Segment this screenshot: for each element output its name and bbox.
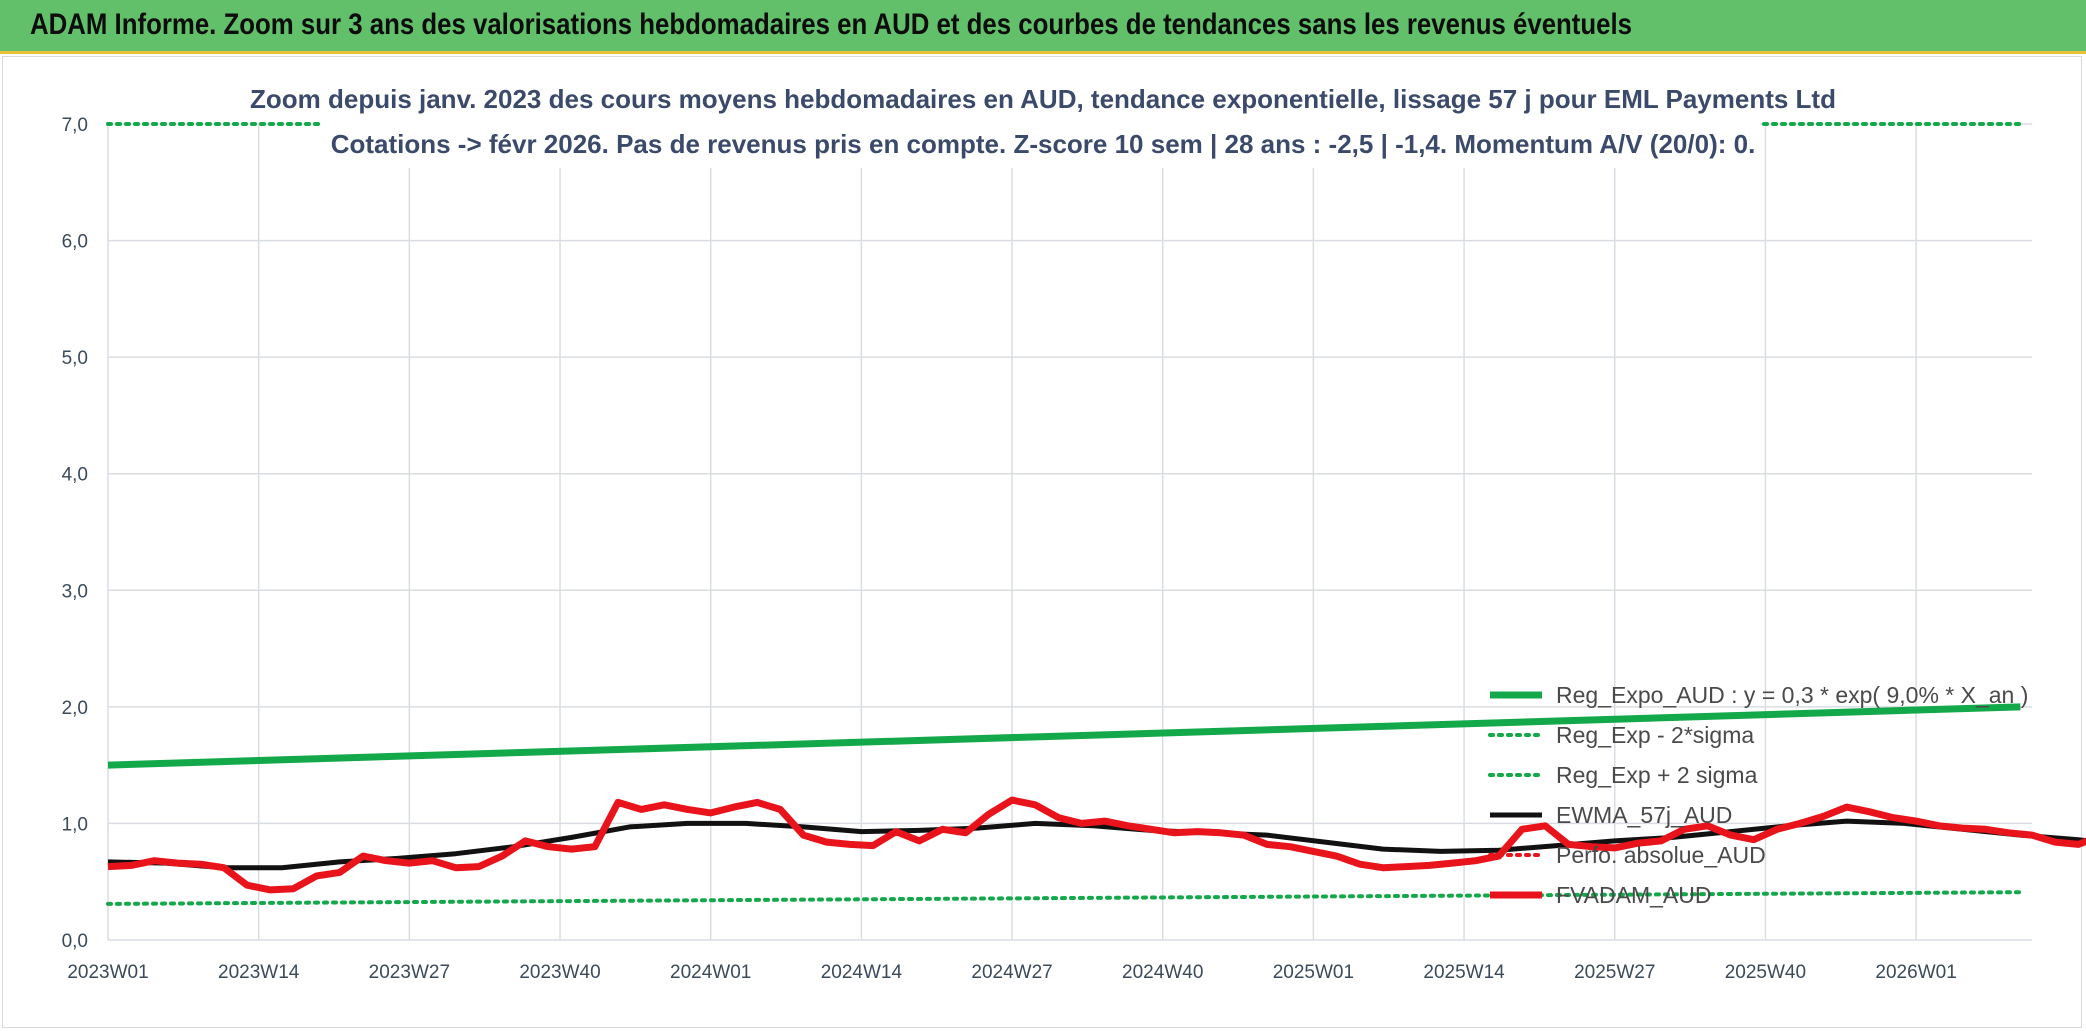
- series-layer: [106, 122, 2086, 906]
- legend-label-3: EWMA_57j_AUD: [1556, 802, 1732, 828]
- chart-title: Zoom depuis janv. 2023 des cours moyens …: [250, 84, 1836, 114]
- x-tick-label: 2024W01: [670, 962, 751, 983]
- y-tick-label: 4,0: [62, 465, 88, 486]
- x-tick-label: 2025W40: [1725, 962, 1806, 983]
- axis-layer: 0,0 1,0 2,0 3,0 4,0 5,0 6,0 7,0 2023W01 2023W14 20…: [62, 115, 1957, 983]
- legend-label-2: Reg_Exp + 2 sigma: [1556, 762, 1758, 788]
- y-tick-label: 7,0: [62, 115, 88, 136]
- legend-label-4: Perfo. absolue_AUD: [1556, 842, 1766, 868]
- legend-label-1: Reg_Exp - 2*sigma: [1556, 722, 1754, 748]
- x-tick-label: 2025W01: [1273, 962, 1354, 983]
- legend: Reg_Expo_AUD : y = 0,3 * exp( 9,0% * X_a…: [1488, 682, 2028, 908]
- y-tick-label: 6,0: [62, 232, 88, 253]
- legend-label-0: Reg_Expo_AUD : y = 0,3 * exp( 9,0% * X_a…: [1556, 682, 2028, 708]
- legend-label-5: FVADAM_AUD: [1556, 882, 1712, 908]
- y-tick-label: 2,0: [62, 698, 88, 719]
- y-tick-label: 5,0: [62, 348, 88, 369]
- series-line-5: [107, 796, 2086, 894]
- series-line-0: [107, 703, 2021, 769]
- chart-subtitle: Cotations -> févr 2026. Pas de revenus p…: [331, 129, 1756, 159]
- x-tick-label: 2024W14: [821, 962, 903, 983]
- x-tick-label: 2025W14: [1423, 962, 1505, 983]
- x-tick-label: 2023W14: [218, 962, 300, 983]
- x-tick-label: 2026W01: [1875, 962, 1956, 983]
- header-banner: ADAM Informe. Zoom sur 3 ans des valoris…: [0, 0, 2086, 54]
- report-title: ADAM Informe. Zoom sur 3 ans des valoris…: [30, 8, 1633, 41]
- x-tick-label: 2023W40: [519, 962, 600, 983]
- x-tick-label: 2023W27: [369, 962, 450, 983]
- x-tick-label: 2023W01: [67, 962, 148, 983]
- y-tick-label: 1,0: [62, 814, 88, 835]
- series-line-1: [106, 890, 2023, 906]
- x-tick-label: 2024W40: [1122, 962, 1203, 983]
- y-tick-label: 0,0: [62, 931, 88, 952]
- y-tick-label: 3,0: [62, 581, 88, 602]
- x-tick-label: 2024W27: [971, 962, 1052, 983]
- x-tick-label: 2025W27: [1574, 962, 1655, 983]
- subtitle-background: [320, 76, 1760, 168]
- chart-frame: [2, 56, 2082, 1028]
- grid-layer: [107, 123, 2032, 941]
